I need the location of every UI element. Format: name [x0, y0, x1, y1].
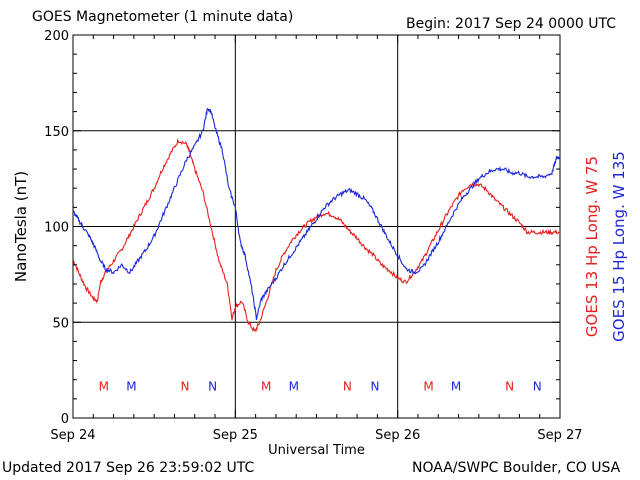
series-layer — [72, 108, 561, 333]
x-tick-label: Sep 26 — [375, 428, 420, 443]
updated-timestamp: Updated 2017 Sep 26 23:59:02 UTC — [2, 460, 255, 476]
annotation-marker: M — [451, 379, 461, 393]
source-credit: NOAA/SWPC Boulder, CO USA — [412, 460, 621, 476]
annotation-marker: N — [343, 379, 352, 393]
y-tick-label: 100 — [44, 221, 69, 236]
annotation-marker: M — [99, 379, 109, 393]
y-tick-label: 50 — [52, 316, 69, 331]
axis-layer: 0 50 100 150 200 Sep 24 Sep 25 Sep 26 Sep 27 Univ… — [12, 29, 628, 458]
series-line-goes15 — [72, 108, 561, 321]
annotation-marker: N — [533, 379, 542, 393]
legend-label-goes15: GOES 15 Hp Long. W 135 — [610, 151, 628, 342]
y-tick-label: 0 — [61, 412, 69, 427]
series-line-goes13 — [72, 138, 561, 333]
y-axis-label: NanoTesla (nT) — [12, 171, 30, 282]
annotation-marker: N — [181, 379, 190, 393]
begin-time: Begin: 2017 Sep 24 0000 UTC — [406, 16, 617, 32]
x-axis-label: Universal Time — [268, 443, 365, 458]
annotation-marker: M — [261, 379, 271, 393]
annotation-marker: N — [208, 379, 217, 393]
annotation-marker: M — [289, 379, 299, 393]
annotation-marker: N — [370, 379, 379, 393]
x-tick-label: Sep 25 — [213, 428, 258, 443]
legend-label-goes13: GOES 13 Hp Long. W 75 — [583, 156, 601, 337]
annotation-marker: N — [505, 379, 514, 393]
annotation-marker: M — [423, 379, 433, 393]
x-tick-label: Sep 24 — [50, 428, 95, 443]
y-tick-label: 200 — [44, 29, 69, 44]
x-tick-label: Sep 27 — [537, 428, 582, 443]
y-tick-label: 150 — [44, 125, 69, 140]
annotation-marker: M — [126, 379, 136, 393]
chart-title: GOES Magnetometer (1 minute data) — [32, 9, 294, 25]
grid-layer — [72, 34, 561, 419]
